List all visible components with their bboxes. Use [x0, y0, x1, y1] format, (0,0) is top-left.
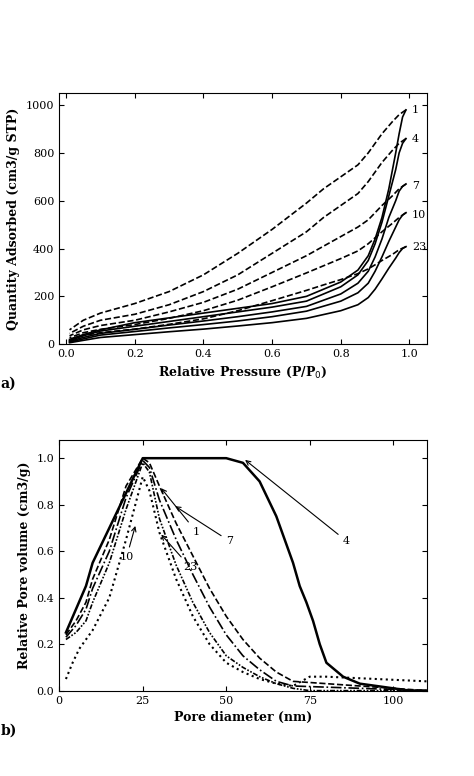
Text: 7: 7 — [176, 507, 233, 546]
X-axis label: Relative Pressure (P/P$_0$): Relative Pressure (P/P$_0$) — [158, 365, 328, 379]
Text: 4: 4 — [246, 461, 350, 546]
Text: 10: 10 — [119, 527, 136, 563]
Text: 23: 23 — [162, 535, 197, 572]
Y-axis label: Relative Pore volume (cm3/g): Relative Pore volume (cm3/g) — [18, 462, 31, 669]
Text: 10: 10 — [412, 210, 426, 220]
Text: 23: 23 — [412, 241, 426, 251]
X-axis label: Pore diameter (nm): Pore diameter (nm) — [174, 711, 312, 724]
Y-axis label: Quantity Adsorbed (cm3/g STP): Quantity Adsorbed (cm3/g STP) — [7, 107, 20, 330]
Text: a): a) — [0, 377, 16, 391]
Text: b): b) — [0, 723, 17, 737]
Text: 1: 1 — [412, 105, 419, 115]
Text: 4: 4 — [412, 133, 419, 144]
Text: 7: 7 — [412, 182, 419, 192]
Text: 1: 1 — [162, 489, 200, 537]
